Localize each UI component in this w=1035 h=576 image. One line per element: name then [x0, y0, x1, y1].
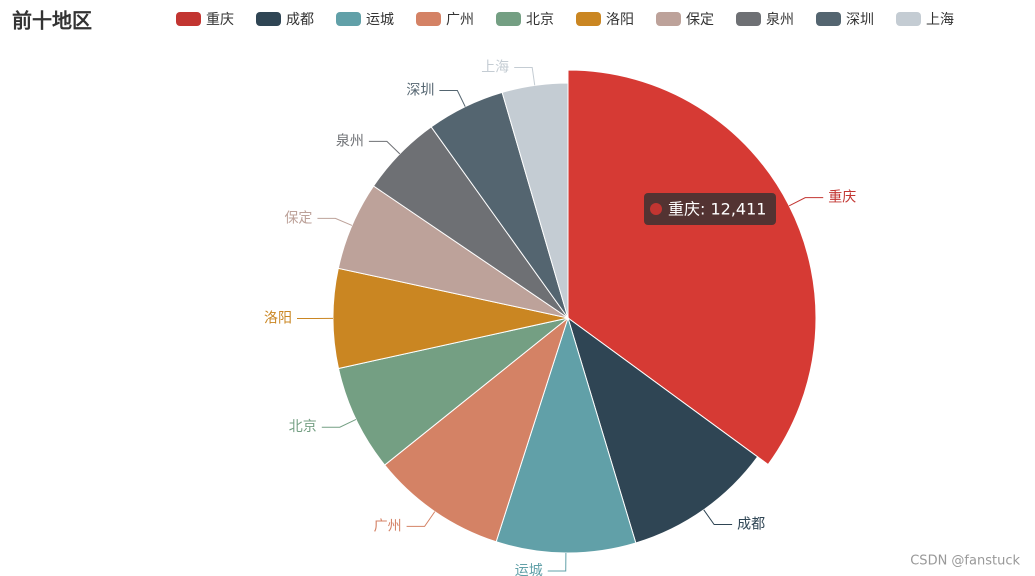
tooltip-text: 重庆: 12,411: [668, 200, 766, 219]
label-line: [514, 67, 536, 86]
legend-icon[interactable]: [656, 12, 681, 26]
watermark: CSDN @fanstuck: [910, 554, 1020, 569]
label-line: [321, 418, 357, 428]
legend-label[interactable]: 上海: [926, 12, 954, 28]
label-line: [788, 197, 824, 207]
legend-label[interactable]: 重庆: [206, 12, 234, 28]
legend-icon[interactable]: [896, 12, 921, 26]
legend-label[interactable]: 泉州: [766, 11, 794, 28]
pie-label: 保定: [284, 210, 312, 226]
legend-icon[interactable]: [816, 12, 841, 26]
legend-icon[interactable]: [176, 12, 201, 26]
pie-label: 上海: [481, 60, 509, 76]
legend-label[interactable]: 运城: [366, 12, 394, 28]
legend-label[interactable]: 广州: [446, 12, 474, 28]
pie-label: 重庆: [828, 190, 856, 206]
pie-label: 广州: [374, 518, 402, 534]
label-line: [439, 89, 466, 107]
pie-slice: [501, 82, 569, 319]
legend: 重庆 成都 运城 广州 北京 洛阳 保定 泉州 深圳 上海: [176, 11, 954, 28]
pie-label: 成都: [737, 517, 765, 533]
tooltip-dot: [650, 203, 662, 215]
pie-label: 运城: [515, 563, 543, 576]
label-line: [368, 140, 401, 155]
legend-label[interactable]: 成都: [286, 12, 314, 28]
legend-icon[interactable]: [416, 12, 441, 26]
label-line: [317, 217, 353, 226]
pie-label: 洛阳: [264, 310, 292, 326]
legend-icon[interactable]: [576, 12, 601, 26]
legend-label[interactable]: 洛阳: [606, 12, 634, 28]
pie-slice: [337, 317, 569, 466]
label-line: [547, 552, 567, 572]
pie-label: 深圳: [406, 82, 434, 98]
legend-label[interactable]: 北京: [526, 12, 554, 28]
tooltip-box: [644, 193, 776, 225]
pie-slice: [567, 316, 759, 544]
legend-icon[interactable]: [336, 12, 361, 26]
chart-title: 前十地区: [12, 9, 92, 33]
label-line: [703, 509, 733, 526]
legend-label[interactable]: 保定: [686, 12, 714, 28]
legend-icon[interactable]: [736, 12, 761, 26]
tooltip: 重庆: 12,411: [644, 193, 776, 225]
label-line: [406, 511, 436, 527]
pie-label: 泉州: [336, 132, 364, 149]
legend-icon[interactable]: [496, 12, 521, 26]
pie-slice: [384, 316, 569, 543]
pie-label: 北京: [289, 419, 317, 435]
legend-icon[interactable]: [256, 12, 281, 26]
pie: [332, 69, 817, 554]
legend-label[interactable]: 深圳: [846, 12, 874, 28]
